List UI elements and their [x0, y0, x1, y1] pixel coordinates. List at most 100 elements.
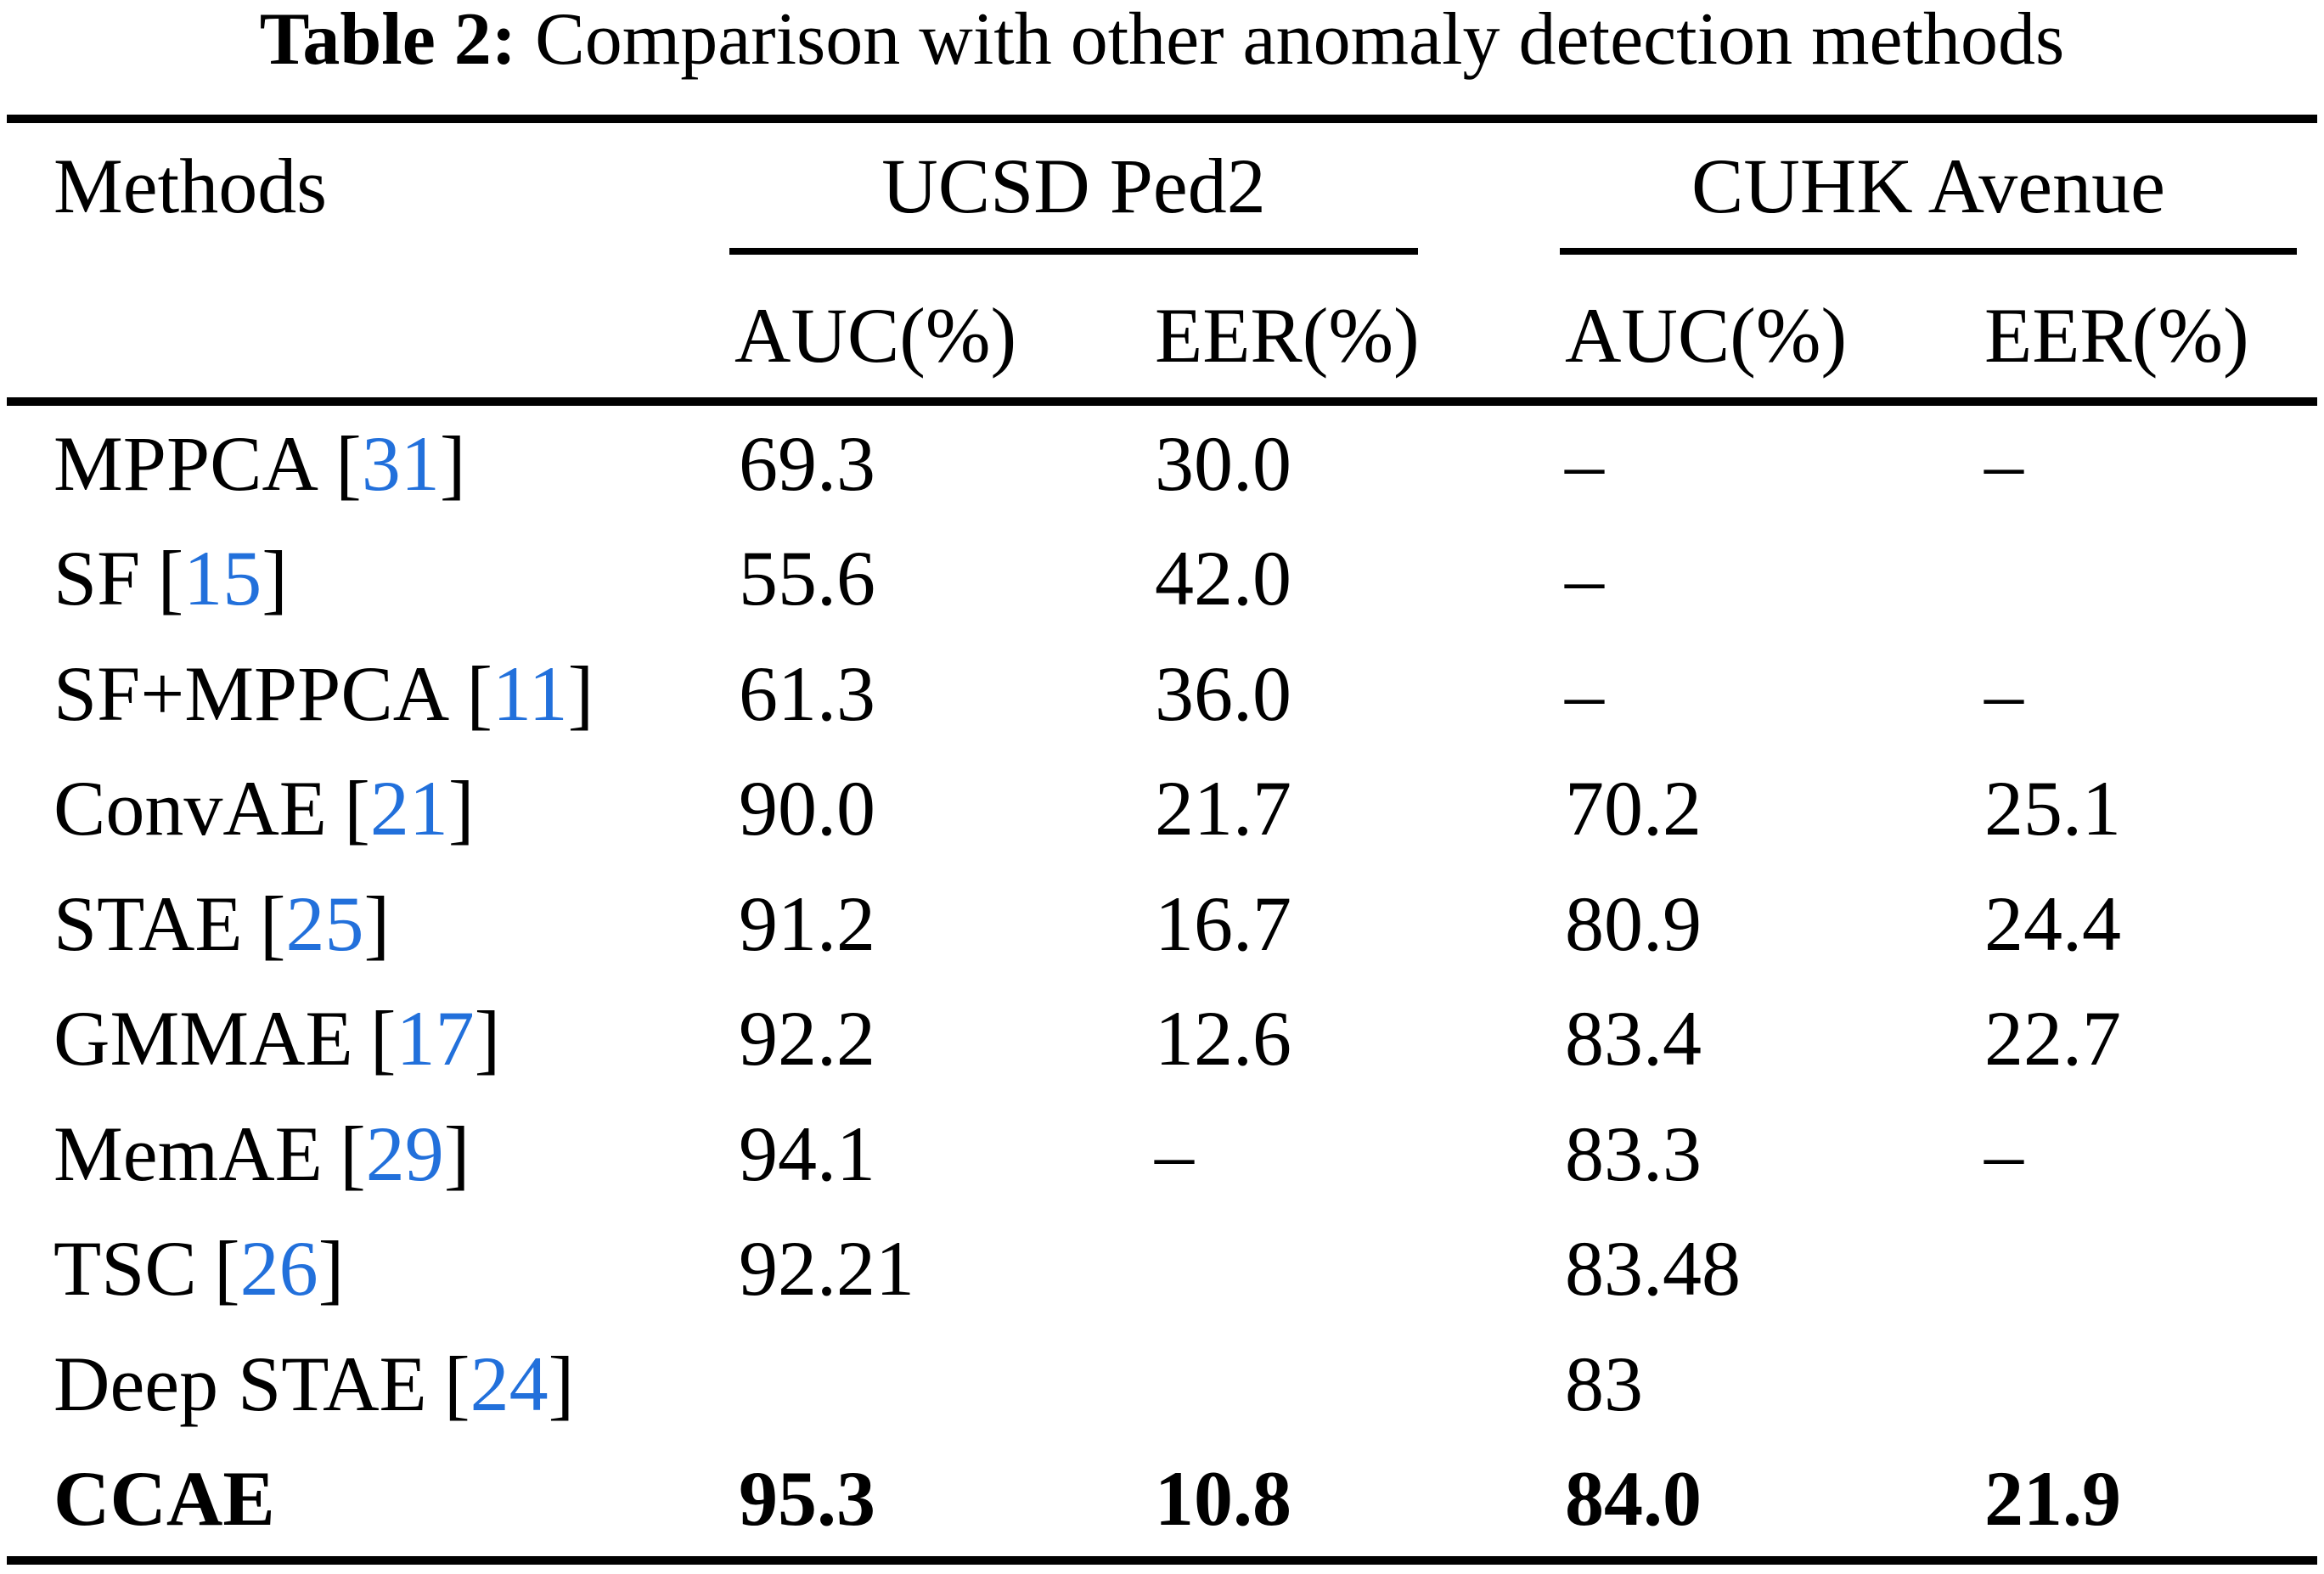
cell-ucsd-eer: 16.7 — [1155, 880, 1291, 967]
table-row: ConvAE [21] 90.0 21.7 70.2 25.1 — [0, 751, 2324, 867]
citation-open-bracket: [ — [213, 1225, 240, 1313]
method-name: ConvAE — [53, 765, 327, 852]
cell-cuhk-eer: 22.7 — [1984, 995, 2121, 1082]
subheader-cuhk-eer: EER(%) — [1984, 292, 2249, 379]
citation-close-bracket: ] — [447, 765, 475, 852]
method-cell: STAE [25] — [53, 877, 390, 970]
citation-open-bracket: [ — [335, 419, 362, 507]
citation-ref-link[interactable]: 15 — [183, 535, 262, 622]
citation-open-bracket: [ — [157, 535, 184, 622]
cell-ucsd-auc: 90.0 — [739, 765, 875, 852]
table-row: TSC [26] 92.21 83.48 — [0, 1211, 2324, 1327]
method-name: TSC — [53, 1225, 197, 1313]
citation-close-bracket: ] — [443, 1110, 470, 1197]
citation-ref-link[interactable]: 29 — [365, 1110, 444, 1197]
table-rows: MPPCA [31] 69.3 30.0 – – SF [15] 55.6 42.0… — [0, 406, 2324, 1556]
cell-ucsd-eer: 21.7 — [1155, 765, 1291, 852]
method-name: Deep STAE — [53, 1340, 427, 1427]
column-group-ucsd-ped2: UCSD Ped2 — [881, 143, 1266, 229]
cell-cuhk-auc: 80.9 — [1565, 880, 1702, 967]
citation: [31] — [335, 420, 465, 507]
table-caption: Table 2: Comparison with other anomaly d… — [0, 0, 2324, 87]
table-caption-label: Table 2: — [259, 0, 517, 81]
cell-ucsd-eer: 10.8 — [1155, 1455, 1291, 1543]
method-name: GMMAE — [53, 995, 353, 1082]
cell-cuhk-eer: – — [1984, 649, 2023, 737]
cell-ucsd-auc: 55.6 — [739, 535, 875, 622]
citation-ref-link[interactable]: 21 — [369, 765, 448, 852]
citation-open-bracket: [ — [259, 880, 286, 967]
citation: [24] — [444, 1341, 574, 1427]
method-name: STAE — [53, 880, 243, 967]
subheader-ucsd-auc: AUC(%) — [734, 292, 1017, 379]
table-row: Deep STAE [24] 83 — [0, 1326, 2324, 1442]
citation-close-bracket: ] — [262, 535, 288, 622]
table-caption-text: Comparison with other anomaly detection … — [516, 0, 2065, 81]
cell-cuhk-auc: 70.2 — [1565, 765, 1702, 852]
method-cell: Deep STAE [24] — [53, 1337, 574, 1431]
citation-close-bracket: ] — [439, 419, 466, 507]
citation: [11] — [466, 650, 594, 737]
cell-cuhk-eer: 25.1 — [1984, 765, 2121, 852]
citation-close-bracket: ] — [363, 880, 391, 967]
cell-ucsd-auc: 92.2 — [739, 995, 875, 1082]
table-row: CCAE[] 95.3 10.8 84.0 21.9 — [0, 1442, 2324, 1557]
table-row: SF+MPPCA [11] 61.3 36.0 – – — [0, 636, 2324, 751]
cell-ucsd-eer: 42.0 — [1155, 535, 1291, 622]
citation-ref-link[interactable]: 17 — [396, 995, 475, 1082]
citation-ref-link[interactable]: 11 — [492, 649, 568, 737]
cell-ucsd-auc: 92.21 — [739, 1225, 914, 1313]
table-top-rule — [7, 115, 2317, 123]
cell-cuhk-auc: 83 — [1565, 1340, 1643, 1427]
column-header-methods: Methods — [53, 143, 327, 229]
table-row: MemAE [29] 94.1 – 83.3 – — [0, 1096, 2324, 1211]
subheader-ucsd-eer: EER(%) — [1155, 292, 1420, 379]
column-group-cuhk-avenue: CUHK Avenue — [1691, 143, 2165, 229]
table-row: SF [15] 55.6 42.0 – — [0, 521, 2324, 637]
cell-cuhk-auc: 83.48 — [1565, 1225, 1741, 1313]
method-name: SF — [53, 535, 141, 622]
citation-close-bracket: ] — [548, 1340, 575, 1427]
method-cell: MPPCA [31] — [53, 417, 465, 510]
table-row: MPPCA [31] 69.3 30.0 – – — [0, 406, 2324, 521]
cell-cuhk-auc: – — [1565, 535, 1604, 622]
cell-ucsd-eer: 30.0 — [1155, 419, 1291, 507]
citation-ref-link[interactable]: 24 — [470, 1340, 549, 1427]
cell-cuhk-auc: 84.0 — [1565, 1455, 1702, 1543]
method-cell: TSC [26] — [53, 1222, 344, 1315]
citation: [21] — [344, 765, 474, 852]
cell-cuhk-auc: 83.4 — [1565, 995, 1702, 1082]
citation-open-bracket: [ — [466, 649, 493, 737]
subheader-cuhk-auc: AUC(%) — [1565, 292, 1848, 379]
cmidrule-cuhk — [1560, 248, 2297, 255]
citation: [15] — [158, 535, 288, 621]
cell-cuhk-auc: – — [1565, 419, 1604, 507]
citation-ref-link[interactable]: 25 — [285, 880, 364, 967]
cell-ucsd-auc: 95.3 — [739, 1455, 875, 1543]
table-bottom-rule — [7, 1556, 2317, 1565]
citation-open-bracket: [ — [369, 995, 397, 1082]
cell-cuhk-auc: 83.3 — [1565, 1110, 1702, 1197]
cell-cuhk-eer: 21.9 — [1984, 1455, 2121, 1543]
method-name: SF+MPPCA — [53, 649, 450, 737]
citation-ref-link[interactable]: 31 — [361, 419, 440, 507]
cell-cuhk-eer: – — [1984, 1110, 2023, 1197]
method-cell: CCAE[] — [53, 1452, 275, 1545]
citation: [17] — [370, 995, 500, 1082]
citation-close-bracket: ] — [474, 995, 501, 1082]
method-cell: ConvAE [21] — [53, 762, 475, 855]
citation: [29] — [340, 1110, 470, 1197]
citation-close-bracket: ] — [318, 1225, 345, 1313]
cell-ucsd-eer: 12.6 — [1155, 995, 1291, 1082]
cell-ucsd-auc: 69.3 — [739, 419, 875, 507]
citation: [25] — [260, 880, 390, 967]
cell-ucsd-auc: 91.2 — [739, 880, 875, 967]
method-name: MPPCA — [53, 419, 318, 507]
citation-ref-link[interactable]: 26 — [239, 1225, 318, 1313]
cmidrule-ucsd — [729, 248, 1418, 255]
method-name: CCAE — [53, 1455, 275, 1543]
table-mid-rule — [7, 397, 2317, 406]
cell-ucsd-auc: 61.3 — [739, 649, 875, 737]
citation-close-bracket: ] — [567, 649, 594, 737]
method-cell: SF+MPPCA [11] — [53, 647, 594, 740]
